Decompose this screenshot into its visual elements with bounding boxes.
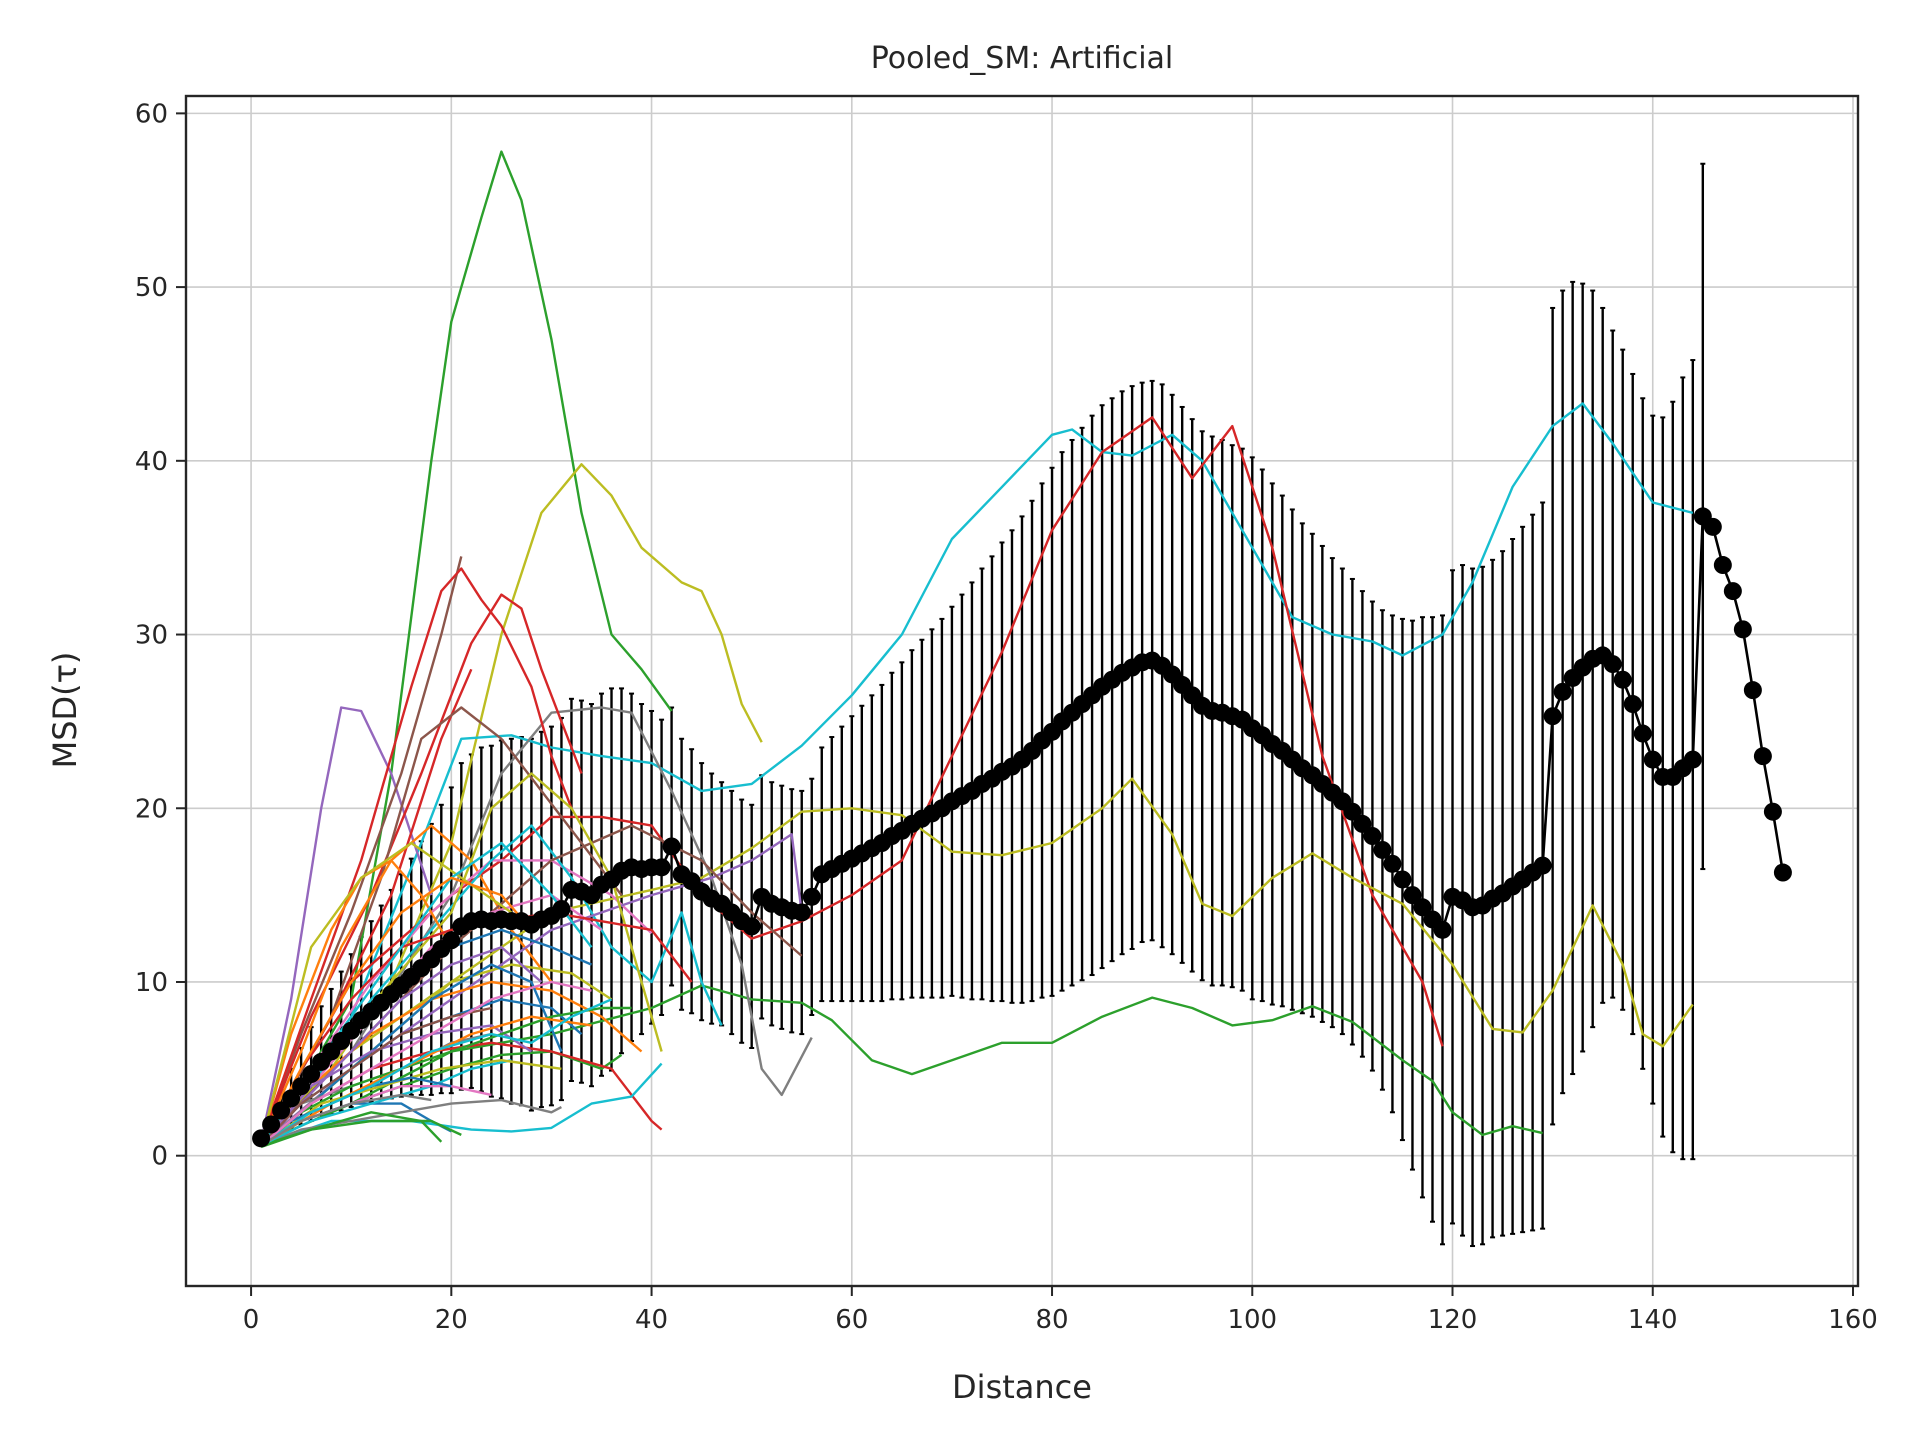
- trajectory-line: [260, 1098, 562, 1147]
- mean-point: [1383, 854, 1402, 873]
- mean-point: [1373, 840, 1392, 859]
- x-tick-label: 100: [1227, 1305, 1277, 1335]
- mean-point: [1763, 802, 1782, 821]
- mean-point: [1703, 517, 1722, 536]
- x-tick-label: 20: [435, 1305, 468, 1335]
- mean-point: [1393, 870, 1412, 889]
- y-tick-label: 20: [135, 794, 168, 824]
- y-tick-label: 50: [135, 273, 168, 303]
- trajectory-line: [260, 980, 643, 1145]
- y-tick-label: 40: [135, 447, 168, 477]
- x-tick-label: 0: [243, 1305, 260, 1335]
- mean-point: [552, 900, 571, 919]
- trajectory-line: [260, 876, 533, 1146]
- x-tick-label: 160: [1828, 1305, 1878, 1335]
- mean-point: [742, 917, 761, 936]
- trajectory-line: [260, 706, 623, 1145]
- mean-series: [252, 507, 1792, 1148]
- trajectory-line: [260, 402, 1694, 1143]
- trajectory-line: [260, 984, 1543, 1145]
- mean-point: [1353, 814, 1372, 833]
- mean-point: [262, 1115, 281, 1134]
- error-bars: [258, 162, 1706, 1248]
- mean-point: [1343, 802, 1362, 821]
- trajectory-line: [260, 1006, 492, 1147]
- mean-point: [252, 1129, 271, 1148]
- mean-point: [1533, 856, 1552, 875]
- mean-point: [1433, 920, 1452, 939]
- mean-point: [1753, 747, 1772, 766]
- mean-point: [1723, 582, 1742, 601]
- trajectory-line: [260, 777, 1694, 1145]
- mean-point: [1623, 695, 1642, 714]
- x-tick-label: 140: [1628, 1305, 1678, 1335]
- mean-point: [1633, 724, 1652, 743]
- trajectory-series: [259, 150, 1694, 1149]
- trajectory-line: [260, 1015, 592, 1147]
- mean-point: [1363, 827, 1382, 846]
- trajectory-line: [260, 980, 592, 1147]
- trajectory-line: [260, 1119, 462, 1149]
- mean-point: [272, 1101, 291, 1120]
- plot-frame: [184, 94, 1860, 1288]
- trajectory-line: [260, 1024, 533, 1147]
- y-axis-label: MSD(τ): [46, 652, 84, 769]
- mean-point: [282, 1089, 301, 1108]
- y-tick-label: 30: [135, 621, 168, 651]
- mean-point: [1413, 898, 1432, 917]
- mean-point: [1403, 886, 1422, 905]
- mean-point: [1553, 682, 1572, 701]
- mean-point: [662, 837, 681, 856]
- mean-point: [1683, 750, 1702, 769]
- trajectory-line: [259, 593, 583, 1143]
- x-tick-label: 60: [835, 1305, 868, 1335]
- x-tick-label: 80: [1035, 1305, 1068, 1335]
- mean-point: [1743, 681, 1762, 700]
- y-tick-label: 10: [135, 968, 168, 998]
- mean-point: [1543, 707, 1562, 726]
- x-tick-label: 40: [635, 1305, 668, 1335]
- trajectory-line: [260, 1093, 432, 1147]
- chart-title: Pooled_SM: Artificial: [871, 41, 1174, 76]
- mean-point: [792, 903, 811, 922]
- y-tick-label: 60: [135, 99, 168, 129]
- x-axis-label: Distance: [952, 1368, 1092, 1406]
- y-tick-label: 0: [151, 1142, 168, 1172]
- mean-point: [1713, 556, 1732, 575]
- mean-point: [652, 858, 671, 877]
- mean-point: [292, 1077, 311, 1096]
- trajectory-line: [259, 556, 463, 1143]
- axis-ticks: 0 20 40 60 80 100 120 140 160 0 10 20 30 40 50 60: [135, 99, 1878, 1335]
- mean-point: [1733, 620, 1752, 639]
- mean-point: [442, 931, 461, 950]
- trajectory-line: [260, 998, 612, 1147]
- mean-point: [1643, 750, 1662, 769]
- mean-point: [802, 887, 821, 906]
- mean-point: [1773, 863, 1792, 882]
- mean-point: [1613, 670, 1632, 689]
- mean-point: [302, 1065, 321, 1084]
- trajectory-line: [260, 463, 763, 1145]
- trajectory-line: [259, 706, 433, 1143]
- mean-point: [1603, 655, 1622, 674]
- x-tick-label: 120: [1428, 1305, 1478, 1335]
